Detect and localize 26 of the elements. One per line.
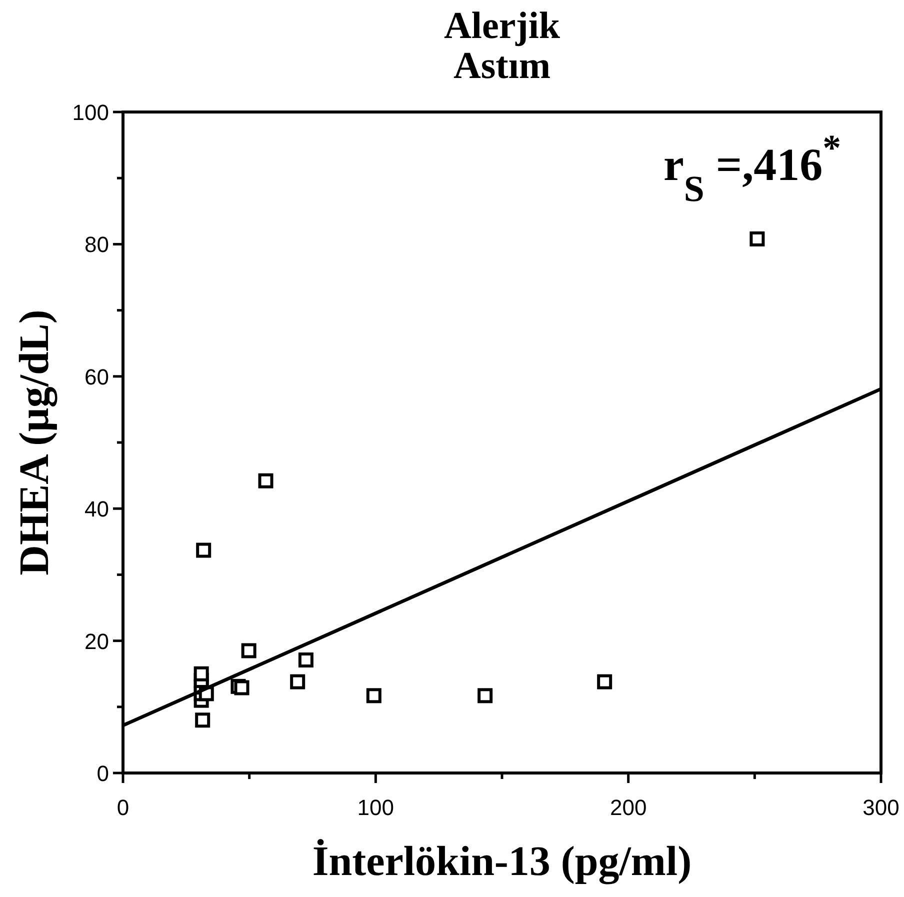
point <box>750 231 765 246</box>
y-tick-label: 0 <box>96 761 109 786</box>
point <box>194 666 209 682</box>
x-tick-label: 200 <box>610 795 647 820</box>
y-tick-label: 40 <box>84 496 109 522</box>
y-tick-label: 20 <box>84 628 109 654</box>
annotation: r$_{S}$ =,416$^{*}$ <box>663 126 841 208</box>
x-axis-title: İnterlökin-13 (pg/ml) <box>312 839 692 885</box>
point <box>241 643 256 658</box>
point <box>478 688 493 704</box>
point <box>298 652 314 668</box>
point <box>290 674 306 690</box>
y-tick-label: 100 <box>72 100 109 125</box>
y-tick-label: 80 <box>84 232 109 258</box>
x-tick-label: 0 <box>116 795 130 820</box>
x-tick-label: 300 <box>862 795 900 820</box>
x-tick-label: 100 <box>357 795 394 820</box>
y-axis-title: DHEA (µg/dL) <box>12 310 58 576</box>
point <box>196 542 212 558</box>
point <box>366 688 382 704</box>
point <box>234 680 250 696</box>
chart-title: Alerjik Astım <box>444 5 561 87</box>
point <box>597 674 612 690</box>
point <box>195 712 210 728</box>
point <box>258 473 274 488</box>
y-tick-label: 60 <box>84 364 109 390</box>
